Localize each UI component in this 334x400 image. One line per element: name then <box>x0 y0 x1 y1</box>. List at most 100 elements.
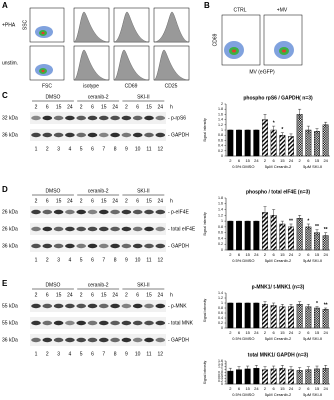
error-bar <box>324 232 328 239</box>
blot-band <box>132 320 143 326</box>
blot-band <box>76 303 86 309</box>
blot-band <box>87 303 98 309</box>
blot-band <box>110 209 120 215</box>
lane-number: 10 <box>135 351 141 357</box>
y-tick-label: 1.2 <box>218 123 223 127</box>
time-label: 6 <box>91 104 94 110</box>
blot-band <box>53 243 64 249</box>
y-axis-label: Signal intensity <box>203 360 207 384</box>
y-tick-label: 0.4 <box>218 376 223 380</box>
lane-number: 6 <box>91 257 94 263</box>
x-tick-label: 24 <box>254 330 259 335</box>
x-tick-label: 15 <box>245 386 250 391</box>
axis-label: SSC <box>22 19 28 30</box>
blot-band <box>99 303 109 309</box>
error-bar <box>263 206 267 219</box>
blot-band <box>53 226 64 232</box>
lane-number: 11 <box>146 351 151 357</box>
band-label: - GAPDH <box>168 337 189 343</box>
axis-label: CD25 <box>165 83 178 89</box>
y-tick-label: 0.8 <box>218 306 223 310</box>
blot-band <box>110 115 120 121</box>
blot-band <box>76 320 86 326</box>
bar <box>253 220 260 251</box>
y-tick-label: 1.4 <box>218 118 223 122</box>
panel-letter: B <box>204 1 210 10</box>
bar <box>244 302 251 329</box>
x-tick-label: 24 <box>323 330 328 335</box>
y-tick-label: 0.2 <box>218 321 223 325</box>
error-bar <box>315 128 319 134</box>
blot-band <box>53 320 64 326</box>
time-unit: h <box>170 104 173 110</box>
time-label: 15 <box>101 104 107 110</box>
blot-band <box>65 132 75 138</box>
lane-number: 5 <box>80 257 83 263</box>
x-tick-label: 2 <box>299 386 302 391</box>
blot-band <box>53 115 64 121</box>
band-label: - GAPDH <box>168 243 189 249</box>
x-tick-label: 6 <box>273 386 276 391</box>
time-label: 24 <box>67 104 73 110</box>
blot-band <box>110 243 120 249</box>
blot-band <box>65 209 75 215</box>
y-tick-label: 1 <box>221 368 223 372</box>
x-tick-label: 24 <box>323 386 328 391</box>
blot-band <box>99 209 109 215</box>
blot-band <box>121 226 132 232</box>
x-tick-label: 6 <box>238 252 241 257</box>
x-tick-label: 15 <box>280 330 285 335</box>
blot-band <box>155 303 166 309</box>
x-tick-label: 24 <box>289 330 294 335</box>
kda-label: 36 kDa <box>2 132 18 138</box>
time-label: 2 <box>125 198 128 204</box>
time-label: 2 <box>125 292 128 298</box>
time-label: 2 <box>80 104 83 110</box>
lane-number: 6 <box>91 351 94 357</box>
error-bar <box>280 132 284 138</box>
bar <box>296 304 303 329</box>
time-unit: h <box>170 198 173 204</box>
x-tick-label: 24 <box>254 252 259 257</box>
error-bar <box>306 304 310 310</box>
axis-label: FSC <box>42 83 52 89</box>
bar <box>227 302 234 329</box>
y-tick-label: 1 <box>221 219 223 223</box>
error-bar <box>246 365 250 372</box>
treatment-label: DMSO <box>45 188 60 194</box>
lane-number: 4 <box>69 351 72 357</box>
blot-band <box>99 320 109 326</box>
x-tick-label: 2 <box>299 252 302 257</box>
blot-band <box>87 132 98 138</box>
lane-number: 12 <box>158 146 164 152</box>
blot-membrane <box>30 112 166 124</box>
x-tick-label: 24 <box>289 386 294 391</box>
blot-band <box>144 337 154 343</box>
time-label: 24 <box>158 198 164 204</box>
column-label: CTRL <box>233 7 246 13</box>
x-tick-label: 15 <box>280 158 285 163</box>
time-label: 15 <box>101 198 107 204</box>
time-label: 6 <box>136 198 139 204</box>
kda-label: 36 kDa <box>2 337 18 343</box>
x-tick-label: 2 <box>264 252 267 257</box>
blot-membrane <box>30 129 166 141</box>
significance-mark: * <box>273 120 275 126</box>
blot-band <box>155 243 166 249</box>
treatment-label: DMSO <box>45 282 60 288</box>
x-tick-label: 15 <box>315 252 320 257</box>
time-label: 15 <box>146 104 152 110</box>
blot-band <box>144 115 154 121</box>
blot-band <box>31 320 41 326</box>
time-label: 2 <box>35 198 38 204</box>
bar <box>253 129 260 157</box>
lane-number: 8 <box>114 146 117 152</box>
lane-number: 9 <box>125 257 128 263</box>
blot-membrane <box>30 240 166 252</box>
time-label: 6 <box>46 104 49 110</box>
significance-mark: * <box>316 301 318 307</box>
scatter-plot <box>221 14 261 66</box>
y-tick-label: 0.8 <box>218 133 223 137</box>
group-label: 5µM SKI-II <box>303 258 322 263</box>
error-bar <box>324 122 328 128</box>
